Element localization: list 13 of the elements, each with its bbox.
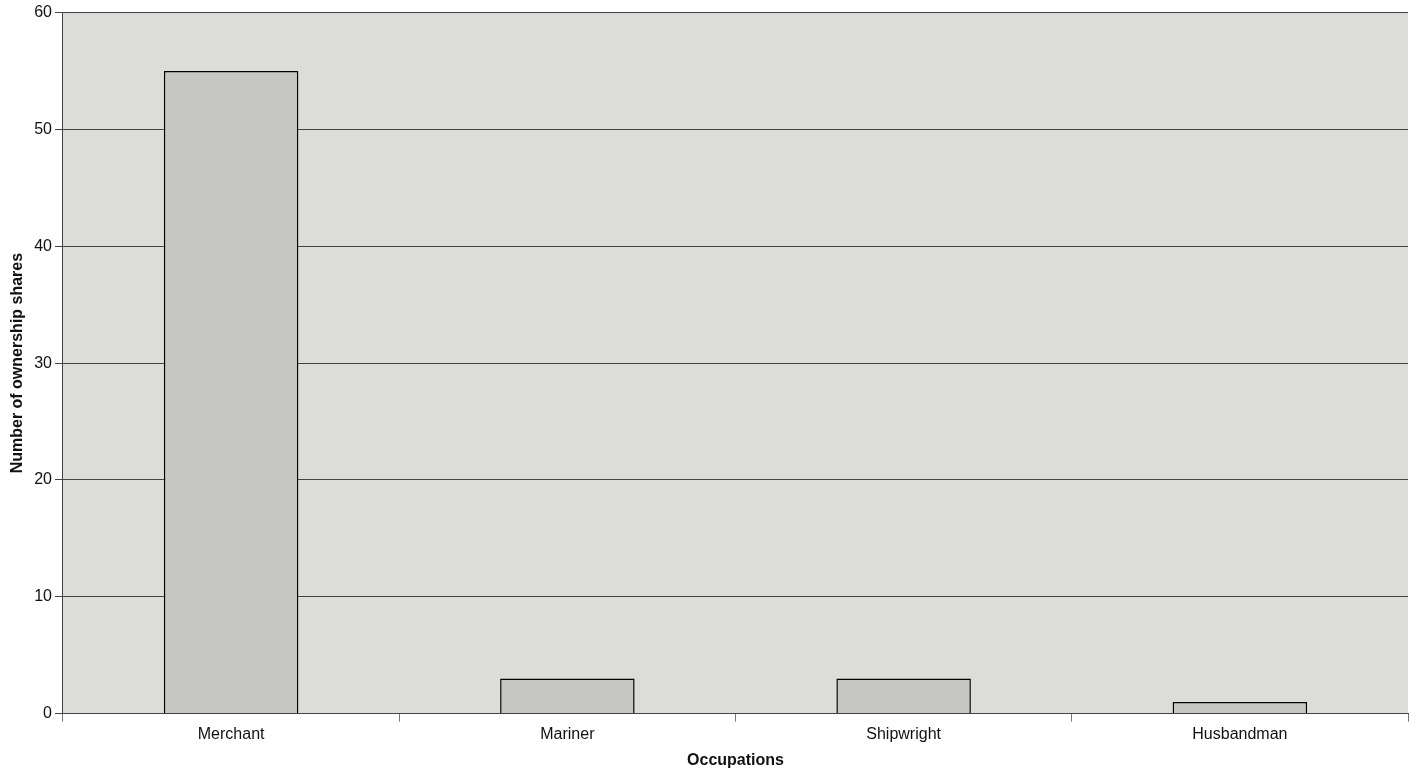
- y-tick-label: 30: [34, 353, 53, 371]
- y-tick-label: 10: [34, 587, 53, 605]
- y-axis-title: Number of ownership shares: [8, 252, 26, 474]
- y-tick-label: 20: [34, 470, 53, 488]
- x-tick-label: Shipwright: [866, 724, 942, 742]
- y-tick-label: 40: [34, 236, 53, 254]
- x-tick-label: Husbandman: [1192, 724, 1288, 742]
- y-tick-label: 50: [34, 119, 53, 137]
- y-tick-label: 60: [34, 3, 53, 21]
- x-tick-label: Mariner: [540, 724, 596, 742]
- y-tick-label: 0: [43, 704, 53, 722]
- x-tick-label: Merchant: [197, 724, 266, 742]
- x-axis-title: Occupations: [687, 750, 785, 768]
